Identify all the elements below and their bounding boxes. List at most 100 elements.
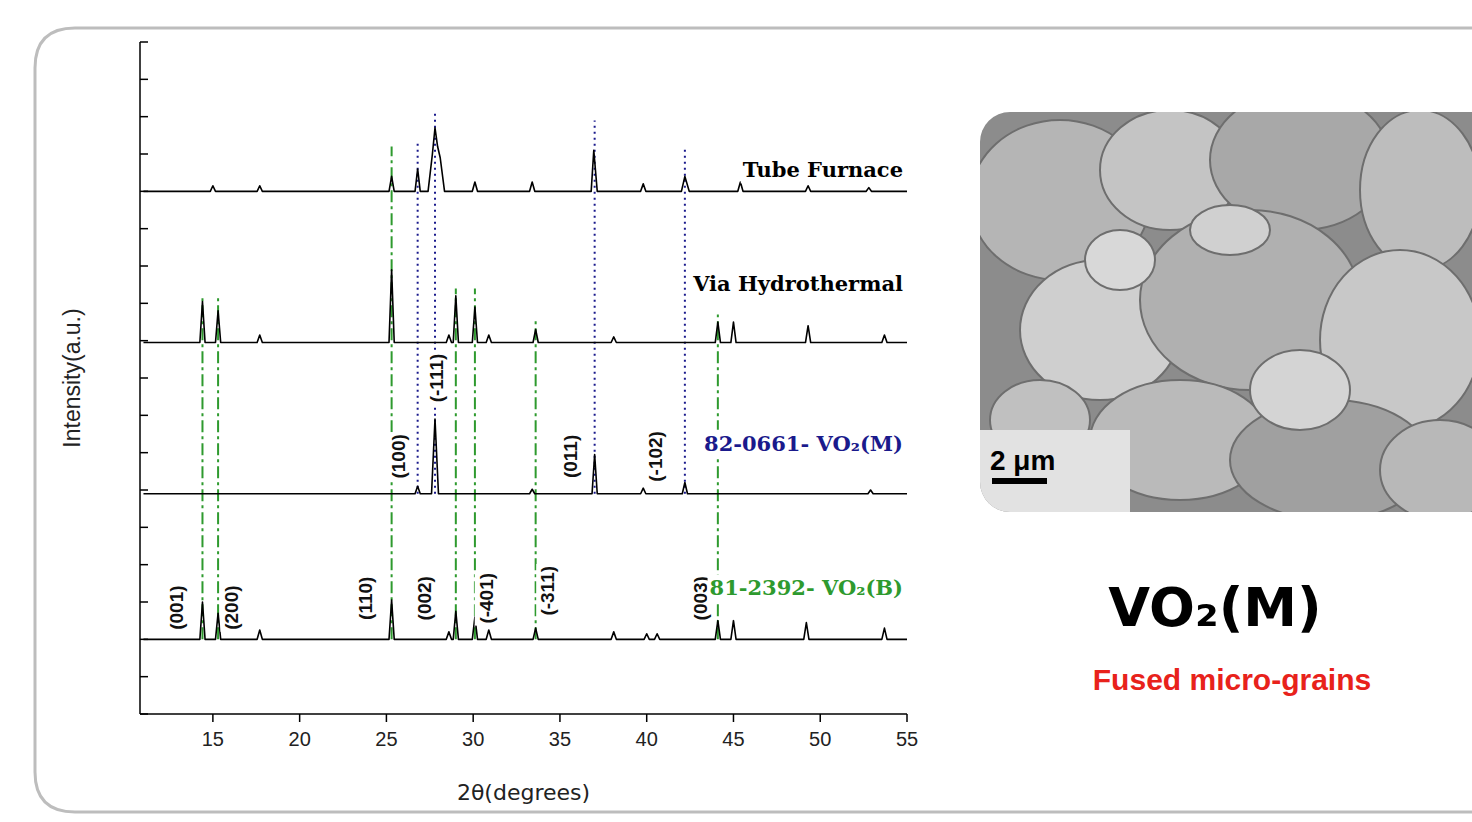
label-patch <box>690 270 905 297</box>
reference-line <box>417 143 419 494</box>
x-tick <box>472 714 474 722</box>
x-tick <box>299 714 301 722</box>
reference-line <box>455 288 457 639</box>
x-tick <box>212 714 214 722</box>
image-caption: VO₂(M) <box>1108 576 1322 639</box>
hkl-label-group: (-111) <box>425 352 448 405</box>
series-label: Via Hydrothermal <box>692 271 903 296</box>
scale-bar <box>992 478 1047 484</box>
y-tick <box>140 340 148 342</box>
label-patch <box>354 575 377 622</box>
reference-line <box>684 147 686 494</box>
hkl-label: (110) <box>355 577 376 620</box>
x-tick-label: 25 <box>375 728 397 750</box>
y-tick <box>140 377 148 379</box>
hkl-label: (100) <box>388 434 409 478</box>
hkl-label: (-311) <box>537 566 558 616</box>
x-axis-line <box>140 713 907 715</box>
y-tick <box>140 564 148 566</box>
label-patch <box>702 430 905 457</box>
label-patch <box>413 574 436 622</box>
y-tick <box>140 116 148 118</box>
hkl-label-group: (110) <box>354 575 377 622</box>
hkl-label: (011) <box>560 435 581 478</box>
y-tick <box>140 79 148 81</box>
label-patch <box>165 583 188 631</box>
label-patch <box>475 571 498 626</box>
series-label-group: Tube Furnace <box>741 156 905 183</box>
xrd-trace <box>143 128 907 191</box>
scale-bar-ground <box>980 430 1130 512</box>
xrd-trace <box>143 270 907 343</box>
sem-grain <box>1250 350 1350 430</box>
label-patch <box>644 429 667 484</box>
reference-line <box>391 147 393 640</box>
y-tick <box>140 676 148 678</box>
x-tick-label: 35 <box>549 728 571 750</box>
sem-image <box>980 112 1472 512</box>
label-patch <box>425 352 448 405</box>
x-tick <box>386 714 388 722</box>
x-tick <box>906 714 908 722</box>
hkl-label: (200) <box>221 585 242 629</box>
y-tick <box>140 41 148 43</box>
series-label: 82-0661- VO₂(M) <box>704 431 903 456</box>
y-tick <box>140 713 148 715</box>
figure: 1520253035404550552θ(degrees)Intensity(a… <box>0 0 1472 822</box>
hkl-label-group: (-311) <box>536 564 559 618</box>
hkl-label-group: (011) <box>559 433 582 480</box>
hkl-label-group: (-102) <box>644 429 667 484</box>
x-tick <box>733 714 735 722</box>
sem-grain <box>1190 205 1270 255</box>
y-tick <box>140 452 148 454</box>
y-tick <box>140 228 148 230</box>
y-tick <box>140 153 148 155</box>
x-tick <box>646 714 648 722</box>
label-patch <box>741 156 905 183</box>
label-patch <box>536 564 559 618</box>
series-label-group: Via Hydrothermal <box>690 270 905 297</box>
scale-bar-label: 2 μm <box>990 445 1055 476</box>
xrd-trace <box>143 600 907 639</box>
hkl-label: (-111) <box>426 354 447 403</box>
hkl-label-group: (200) <box>220 583 243 631</box>
series-label-group: 81-2392- VO₂(B) <box>708 574 905 601</box>
x-axis-title: 2θ(degrees) <box>457 780 590 805</box>
plot-area <box>143 113 907 639</box>
y-axis-title: Intensity(a.u.) <box>59 308 85 447</box>
hkl-label-group: (002) <box>413 574 436 622</box>
label-patch <box>220 583 243 631</box>
y-tick <box>140 527 148 529</box>
x-tick-label: 30 <box>462 728 484 750</box>
label-patch <box>559 433 582 480</box>
y-tick <box>140 489 148 491</box>
series-label: Tube Furnace <box>743 157 903 182</box>
x-tick <box>559 714 561 722</box>
image-subtitle: Fused micro-grains <box>1093 663 1371 696</box>
xrd-trace <box>143 419 907 494</box>
y-tick <box>140 601 148 603</box>
x-tick-label: 15 <box>202 728 224 750</box>
hkl-label: (-401) <box>476 573 497 624</box>
hkl-label-group: (001) <box>165 583 188 631</box>
hkl-label-group: (-401) <box>475 571 498 626</box>
hkl-label: (-102) <box>645 431 666 482</box>
x-tick <box>819 714 821 722</box>
axes: 1520253035404550552θ(degrees)Intensity(a… <box>59 42 918 805</box>
y-tick <box>140 303 148 305</box>
series-label: 81-2392- VO₂(B) <box>710 575 903 600</box>
reference-line <box>201 296 203 639</box>
y-tick <box>140 265 148 267</box>
sem-grain <box>1360 112 1472 270</box>
x-tick-label: 20 <box>289 728 311 750</box>
sem-grain <box>1085 230 1155 290</box>
x-tick-label: 55 <box>896 728 918 750</box>
label-patch <box>387 432 410 480</box>
sem-grain <box>1380 420 1472 512</box>
x-tick-label: 40 <box>636 728 658 750</box>
panel-frame <box>35 28 1472 812</box>
y-tick <box>140 415 148 417</box>
series-label-group: 82-0661- VO₂(M) <box>702 430 905 457</box>
labels: (001)(200)(110)(002)(-401)(-311)(003)(10… <box>165 156 905 631</box>
x-tick-label: 45 <box>722 728 744 750</box>
